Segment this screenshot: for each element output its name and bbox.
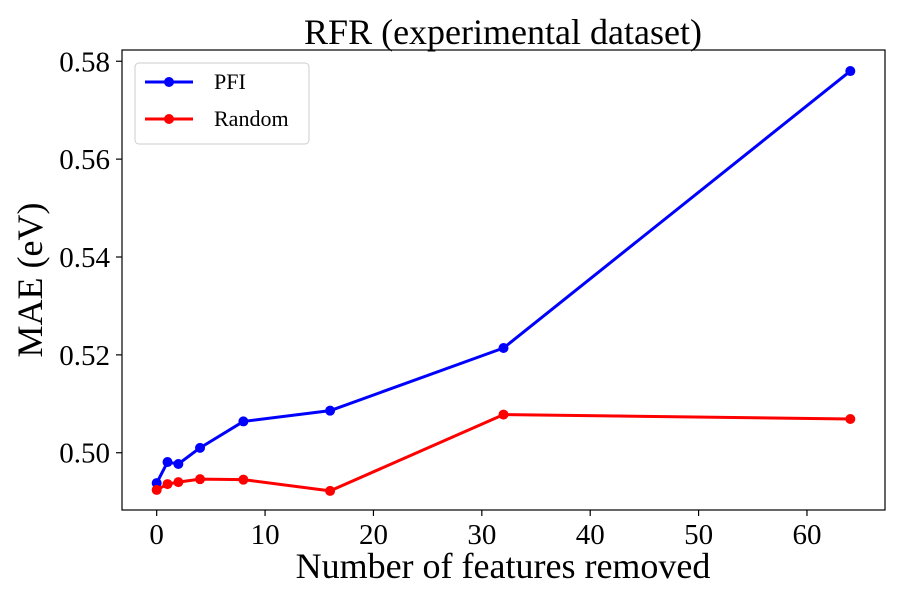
data-point-pfi: [151, 478, 162, 489]
data-point-pfi: [162, 457, 173, 468]
data-point-random: [325, 485, 336, 496]
data-point-random: [151, 484, 162, 495]
x-axis-label: Number of features removed: [296, 546, 711, 586]
x-tick-label: 0: [149, 519, 164, 551]
y-tick-label: 0.56: [59, 144, 110, 176]
data-point-random: [238, 474, 249, 485]
x-tick-label: 50: [684, 519, 713, 551]
y-tick-label: 0.52: [59, 340, 110, 372]
data-point-pfi: [845, 66, 856, 77]
legend-marker-pfi: [164, 77, 174, 87]
y-tick-label: 0.50: [59, 438, 110, 470]
data-point-random: [498, 409, 509, 420]
y-tick-label: 0.58: [59, 46, 110, 78]
data-point-pfi: [325, 405, 336, 416]
data-point-random: [845, 413, 856, 424]
y-axis-label: MAE (eV): [10, 203, 50, 358]
plot-area-frame: [121, 49, 886, 511]
legend-label-pfi: PFI: [214, 69, 246, 94]
series-pfi: [151, 66, 856, 489]
chart-title: RFR (experimental dataset): [304, 12, 702, 52]
data-point-random: [195, 474, 206, 485]
data-point-pfi: [173, 459, 184, 469]
legend-label-random: Random: [214, 106, 289, 131]
series-random: [151, 409, 856, 496]
series-line-random: [155, 413, 851, 493]
data-point-random: [162, 479, 173, 490]
x-tick-label: 10: [251, 519, 280, 551]
legend: PFI Random: [134, 62, 310, 145]
x-tick-label: 20: [359, 519, 388, 551]
data-point-pfi: [238, 416, 249, 427]
data-point-pfi: [195, 442, 206, 453]
axis-ticks: 0 10 20 30 40 50 60 0.50 0.52 0.54 0.56 0.58: [59, 46, 821, 551]
x-tick-label: 30: [467, 519, 496, 551]
x-tick-label: 40: [576, 519, 605, 551]
data-point-pfi: [498, 343, 509, 354]
legend-marker-random: [164, 114, 174, 124]
x-tick-label: 60: [792, 519, 821, 551]
data-series: [151, 66, 856, 496]
y-tick-label: 0.54: [59, 242, 110, 274]
data-point-random: [173, 477, 184, 488]
